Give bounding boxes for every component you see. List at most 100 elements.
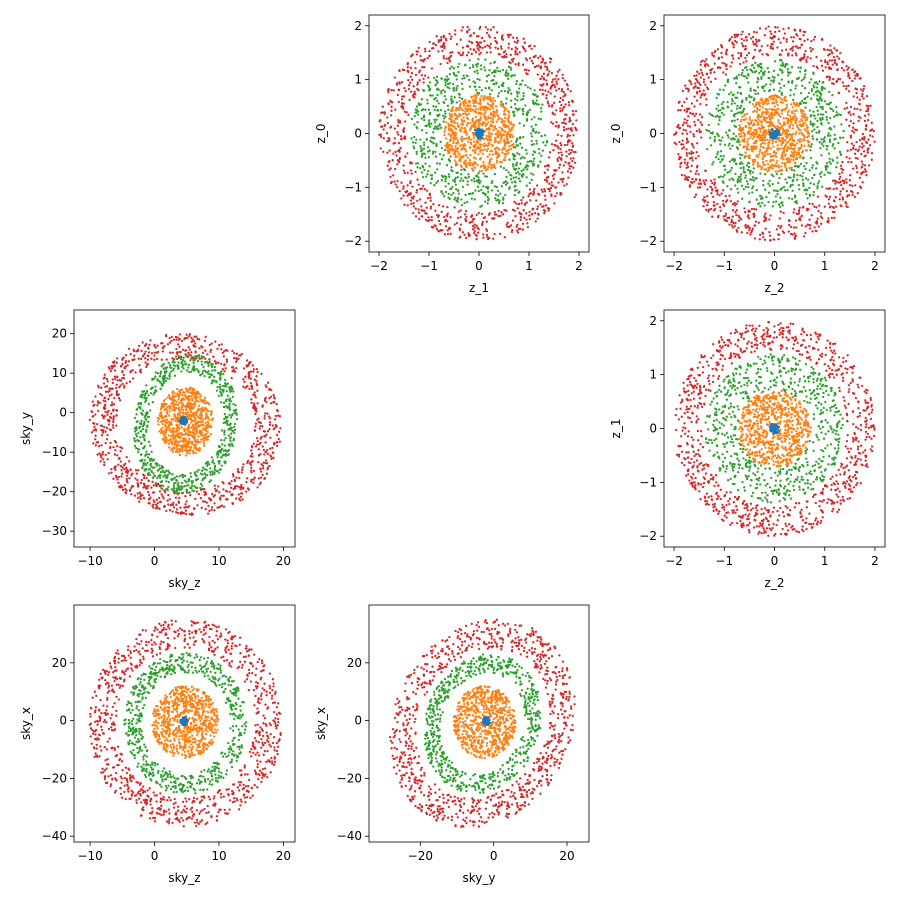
scatter-point — [854, 148, 858, 151]
scatter-point — [774, 99, 778, 102]
scatter-point — [766, 147, 769, 150]
scatter-point — [856, 191, 859, 195]
scatter-point — [749, 68, 752, 71]
scatter-point — [863, 119, 867, 123]
scatter-point — [445, 164, 449, 167]
scatter-point — [815, 167, 818, 170]
scatter-point — [818, 97, 822, 100]
scatter-point — [784, 48, 788, 51]
scatter-point — [486, 128, 490, 131]
scatter-point — [493, 216, 496, 220]
scatter-point — [394, 167, 397, 171]
scatter-point — [748, 154, 751, 157]
scatter-point — [849, 105, 853, 109]
scatter-point — [758, 105, 762, 108]
scatter-point — [812, 190, 815, 194]
scatter-point — [509, 66, 512, 69]
scatter-point — [722, 113, 725, 116]
scatter-point — [477, 228, 480, 231]
scatter-point — [466, 183, 469, 186]
scatter-point — [442, 120, 445, 123]
scatter-point — [525, 201, 528, 204]
scatter-point — [773, 76, 776, 79]
scatter-point — [438, 113, 441, 117]
scatter-point — [502, 146, 505, 150]
scatter-point — [518, 173, 521, 176]
scatter-point — [762, 163, 765, 166]
scatter-point — [745, 36, 748, 39]
scatter-point — [464, 193, 467, 197]
scatter-point — [125, 382, 128, 385]
scatter-point — [187, 346, 190, 349]
scatter-point — [496, 133, 500, 136]
scatter-point — [740, 128, 743, 131]
scatter-point — [832, 55, 836, 59]
scatter-point — [728, 39, 731, 42]
scatter-point — [504, 130, 507, 133]
scatter-point — [854, 74, 857, 77]
scatter-point — [485, 149, 489, 153]
scatter-point — [736, 200, 739, 203]
scatter-point — [735, 209, 738, 212]
scatter-point — [787, 160, 791, 164]
scatter-point — [799, 174, 802, 177]
scatter-point — [458, 227, 461, 230]
scatter-point — [812, 64, 815, 68]
scatter-point — [525, 119, 529, 122]
scatter-point — [554, 77, 557, 81]
scatter-point — [498, 199, 501, 203]
scatter-point — [474, 108, 477, 111]
scatter-point — [275, 444, 279, 448]
scatter-point — [730, 166, 733, 170]
scatter-point — [864, 127, 867, 131]
scatter-point — [502, 51, 505, 54]
scatter-point — [841, 198, 845, 201]
scatter-point — [91, 415, 95, 418]
scatter-point — [771, 75, 774, 78]
scatter-point — [407, 84, 411, 87]
scatter-point — [119, 445, 122, 449]
scatter-point — [488, 212, 491, 215]
scatter-point — [757, 123, 760, 126]
scatter-point — [449, 148, 453, 152]
scatter-point — [700, 71, 704, 74]
scatter-point — [786, 52, 790, 55]
scatter-point — [543, 178, 547, 182]
scatter-point — [522, 37, 525, 40]
scatter-point — [689, 130, 692, 134]
scatter-point — [859, 77, 862, 80]
scatter-point — [822, 138, 825, 141]
scatter-point — [817, 180, 821, 183]
scatter-point — [541, 190, 544, 193]
scatter-point — [819, 93, 823, 96]
scatter-point — [471, 192, 474, 195]
scatter-point — [740, 184, 744, 187]
scatter-point — [730, 158, 734, 162]
scatter-point — [460, 122, 463, 126]
scatter-point — [685, 138, 689, 141]
scatter-point — [845, 65, 848, 68]
scatter-point — [821, 185, 824, 188]
scatter-point — [482, 172, 485, 175]
scatter-point — [425, 206, 428, 209]
scatter-point — [411, 185, 414, 188]
scatter-point — [792, 139, 796, 143]
scatter-point — [828, 157, 831, 160]
scatter-point — [847, 90, 851, 93]
scatter-point — [686, 110, 689, 113]
scatter-point — [733, 124, 736, 127]
scatter-point — [497, 201, 501, 205]
scatter-point — [254, 412, 257, 416]
scatter-point — [792, 175, 795, 179]
scatter-point — [138, 370, 142, 373]
scatter-point — [717, 157, 720, 161]
scatter-point — [821, 107, 824, 111]
scatter-point — [763, 142, 767, 145]
scatter-point — [448, 82, 451, 85]
scatter-point — [100, 444, 103, 447]
scatter-point — [791, 40, 795, 43]
scatter-point — [448, 112, 451, 115]
scatter-point — [698, 128, 701, 131]
scatter-point — [510, 92, 513, 95]
